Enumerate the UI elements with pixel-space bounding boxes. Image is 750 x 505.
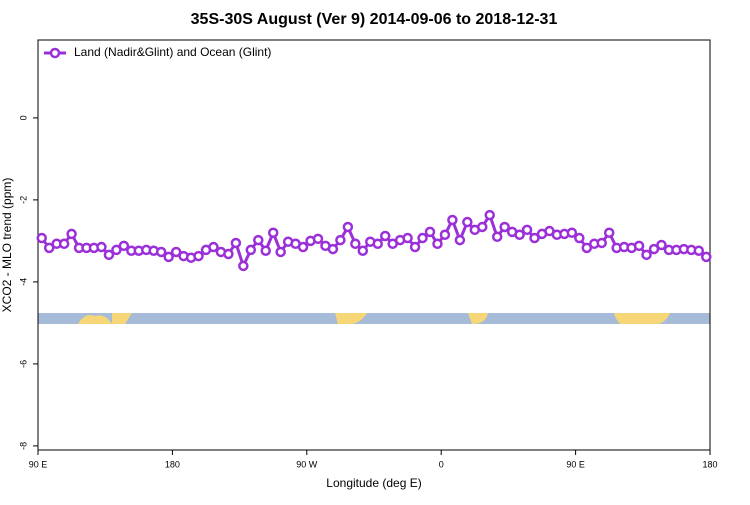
data-point <box>514 229 525 240</box>
data-point <box>409 241 421 253</box>
data-point <box>656 239 667 251</box>
data-point <box>260 245 271 256</box>
data-point <box>103 249 115 261</box>
data-point <box>701 251 712 263</box>
land-patch <box>468 313 488 324</box>
data-point <box>633 240 645 252</box>
data-point <box>447 214 458 226</box>
land-ocean-strip <box>38 313 710 324</box>
data-point <box>335 234 346 246</box>
data-point <box>253 234 264 246</box>
y-tick-label: -2 <box>18 196 28 204</box>
x-axis-label: Longitude (deg E) <box>326 476 421 490</box>
data-point <box>223 248 234 260</box>
chart-title: 35S-30S August (Ver 9) 2014-09-06 to 201… <box>191 11 558 28</box>
y-axis-label: XCO2 - MLO trend (ppm) <box>0 178 14 313</box>
data-point <box>491 231 503 243</box>
data-point <box>424 226 436 238</box>
data-point <box>402 232 413 244</box>
data-point <box>267 227 279 238</box>
data-point <box>462 216 473 228</box>
data-point <box>275 246 286 258</box>
data-point <box>499 221 510 233</box>
data-point <box>96 241 107 253</box>
y-tick-label: -4 <box>18 278 28 286</box>
land-patch <box>614 313 670 324</box>
x-tick-label: 180 <box>165 459 180 469</box>
data-point <box>66 228 77 240</box>
plot-frame <box>37 39 711 451</box>
land-patch <box>78 313 132 324</box>
data-point <box>297 241 309 253</box>
data-point <box>417 232 428 244</box>
data-point <box>230 237 242 249</box>
data-point <box>36 232 47 244</box>
data-point <box>529 232 540 244</box>
x-tick-label: 90 E <box>29 459 48 469</box>
data-point <box>648 243 660 255</box>
data-point <box>193 250 204 262</box>
ocean-strip <box>38 313 710 324</box>
y-tick-label: -8 <box>18 442 28 450</box>
data-point <box>155 246 167 258</box>
data-point <box>350 238 361 250</box>
legend-marker <box>49 47 61 59</box>
data-point <box>432 238 443 250</box>
data-point <box>641 249 652 261</box>
data-point <box>163 251 174 263</box>
data-point <box>566 227 578 238</box>
data-point <box>603 227 615 238</box>
legend-label: Land (Nadir&Glint) and Ocean (Glint) <box>74 45 271 59</box>
data-point <box>596 237 607 249</box>
data-point <box>521 224 533 236</box>
data-point <box>379 230 391 242</box>
data-point <box>454 234 466 246</box>
data-point <box>327 243 339 255</box>
data-point <box>439 229 451 240</box>
data-point <box>581 242 593 254</box>
data-point <box>574 232 585 244</box>
data-point <box>170 246 182 258</box>
data-point <box>111 244 122 256</box>
data-point <box>118 240 130 252</box>
y-tick-label: 0 <box>18 115 28 120</box>
data-point <box>58 238 70 250</box>
y-tick-label: -6 <box>18 360 28 368</box>
data-point <box>693 245 705 256</box>
x-tick-label: 90 E <box>566 459 585 469</box>
x-tick-label: 0 <box>439 459 444 469</box>
data-point <box>208 241 219 253</box>
data-point <box>238 260 249 272</box>
data-point <box>43 242 55 254</box>
data-point <box>357 245 369 256</box>
data-point <box>477 221 488 233</box>
x-tick-label: 90 W <box>296 459 318 469</box>
land-patch <box>335 313 367 324</box>
data-point <box>342 221 354 233</box>
data-point <box>245 244 257 256</box>
data-point <box>484 209 495 221</box>
data-point <box>372 238 383 250</box>
x-tick-label: 180 <box>702 459 717 469</box>
data-point <box>312 233 324 245</box>
